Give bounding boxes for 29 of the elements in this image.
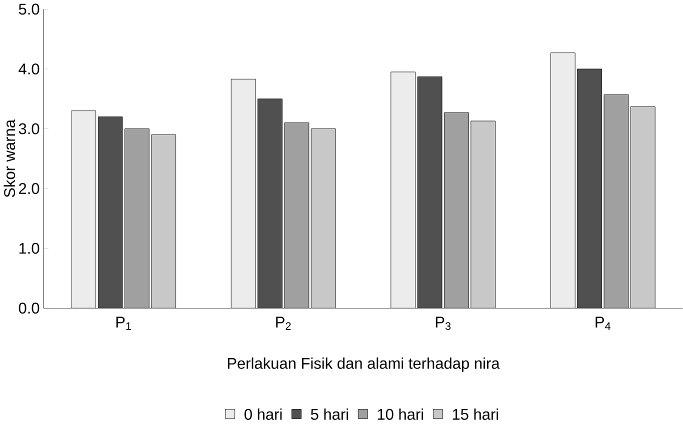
y-tick-label: 1.0: [19, 242, 40, 254]
bar: [630, 106, 656, 308]
bar: [258, 98, 282, 308]
y-tick-label: 5.0: [18, 4, 40, 15]
x-tick-label: P$_{2}$: [276, 316, 291, 330]
bar: [604, 94, 629, 308]
bar: [311, 128, 336, 308]
legend-label: 10 hari: [378, 408, 424, 420]
legend-label: 5 hari: [310, 408, 348, 420]
legend-label: 0 hari: [244, 408, 282, 420]
y-tick-label: 0.0: [18, 302, 40, 314]
y-tick-label: 3.0: [18, 123, 40, 134]
legend-label: 15 hari: [452, 408, 498, 420]
bar: [418, 76, 442, 308]
bar: [98, 116, 122, 308]
y-tick-label: 2.0: [19, 183, 40, 194]
x-axis-title: Perlakuan Fisik dan alami terhadap nira: [228, 358, 500, 372]
x-tick-label: P$_{1}$: [116, 316, 131, 330]
bar: [470, 121, 496, 308]
x-tick-label: P$_{4}$: [596, 316, 610, 330]
bar: [124, 128, 150, 308]
bar: [284, 122, 309, 308]
bar: [151, 134, 176, 308]
bar: [444, 112, 469, 308]
x-tick-label: P$_{3}$: [436, 316, 451, 330]
y-axis-title: Skor warna: [4, 120, 16, 198]
bar: [577, 68, 602, 308]
bar: [71, 110, 96, 308]
y-tick-label: 4.0: [18, 64, 40, 75]
